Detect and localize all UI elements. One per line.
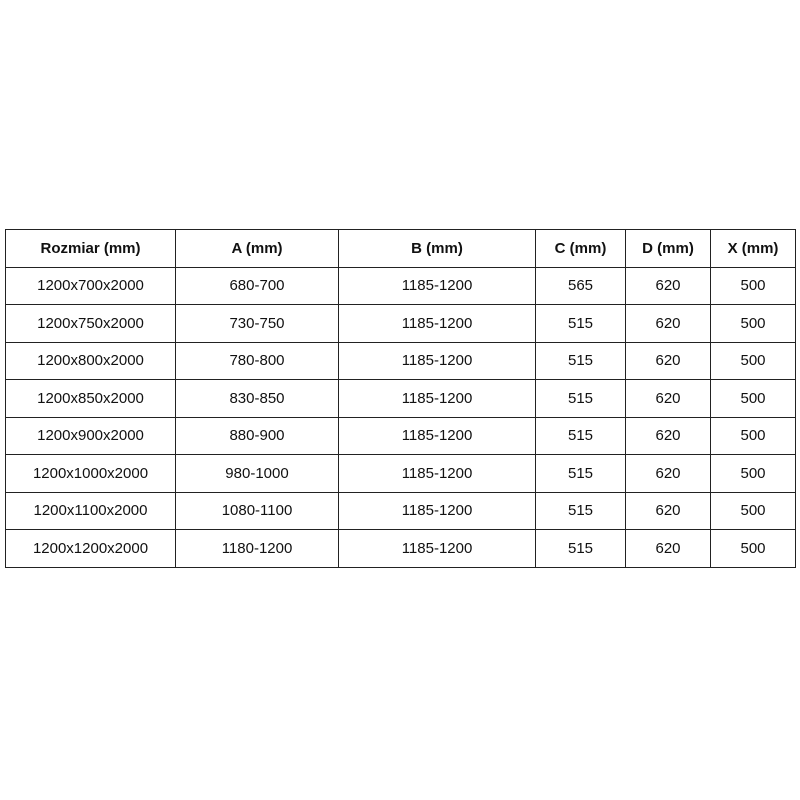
table-cell: 1185-1200	[338, 341, 536, 380]
table-row: 1200x850x2000 830-850 1185-1200 515 620 500	[5, 379, 796, 418]
table-cell: 1185-1200	[338, 266, 536, 305]
column-header: B (mm)	[338, 229, 536, 268]
table-row: 1200x750x2000 730-750 1185-1200 515 620 500	[5, 304, 796, 343]
table-row: 1200x700x2000 680-700 1185-1200 565 620 500	[5, 266, 796, 305]
table-cell: 1200x900x2000	[5, 416, 176, 455]
table-cell: 515	[535, 416, 626, 455]
table-cell: 1080-1100	[175, 491, 339, 530]
table-cell: 500	[710, 266, 796, 305]
table-cell: 730-750	[175, 304, 339, 343]
table-cell: 515	[535, 379, 626, 418]
table-row: 1200x900x2000 880-900 1185-1200 515 620 500	[5, 416, 796, 455]
table-row: 1200x1000x2000 980-1000 1185-1200 515 620 500	[5, 454, 796, 493]
table-cell: 1200x1000x2000	[5, 454, 176, 493]
column-header: X (mm)	[710, 229, 796, 268]
table-cell: 1185-1200	[338, 304, 536, 343]
table-cell: 500	[710, 529, 796, 568]
table-cell: 500	[710, 341, 796, 380]
table-cell: 1180-1200	[175, 529, 339, 568]
table-row: 1200x1200x2000 1180-1200 1185-1200 515 620 50…	[5, 529, 796, 568]
table-cell: 620	[625, 491, 711, 530]
table-cell: 1200x850x2000	[5, 379, 176, 418]
table-cell: 1185-1200	[338, 491, 536, 530]
table-cell: 1185-1200	[338, 416, 536, 455]
table-cell: 1200x700x2000	[5, 266, 176, 305]
table-cell: 880-900	[175, 416, 339, 455]
table-cell: 620	[625, 416, 711, 455]
column-header: Rozmiar (mm)	[5, 229, 176, 268]
table-cell: 515	[535, 491, 626, 530]
table-cell: 1185-1200	[338, 529, 536, 568]
table-cell: 1185-1200	[338, 454, 536, 493]
table-cell: 780-800	[175, 341, 339, 380]
table-cell: 980-1000	[175, 454, 339, 493]
table-cell: 500	[710, 416, 796, 455]
header-row: Rozmiar (mm) A (mm) B (mm) C (mm) D (mm) X (m…	[5, 229, 796, 268]
table-cell: 620	[625, 529, 711, 568]
table-cell: 620	[625, 379, 711, 418]
table-cell: 1185-1200	[338, 379, 536, 418]
table-cell: 620	[625, 341, 711, 380]
column-header: C (mm)	[535, 229, 626, 268]
table-cell: 515	[535, 529, 626, 568]
table-cell: 620	[625, 304, 711, 343]
table-cell: 680-700	[175, 266, 339, 305]
table-cell: 500	[710, 304, 796, 343]
table-cell: 620	[625, 454, 711, 493]
column-header: D (mm)	[625, 229, 711, 268]
dimensions-table: Rozmiar (mm) A (mm) B (mm) C (mm) D (mm) X (m…	[5, 229, 796, 568]
column-header: A (mm)	[175, 229, 339, 268]
table-cell: 515	[535, 304, 626, 343]
table-cell: 515	[535, 454, 626, 493]
table-cell: 500	[710, 491, 796, 530]
table-cell: 1200x1100x2000	[5, 491, 176, 530]
table-cell: 830-850	[175, 379, 339, 418]
table-row: 1200x800x2000 780-800 1185-1200 515 620 500	[5, 341, 796, 380]
table-cell: 500	[710, 379, 796, 418]
table-cell: 1200x800x2000	[5, 341, 176, 380]
table-cell: 1200x1200x2000	[5, 529, 176, 568]
table-cell: 515	[535, 341, 626, 380]
table-cell: 620	[625, 266, 711, 305]
table-cell: 565	[535, 266, 626, 305]
table-row: 1200x1100x2000 1080-1100 1185-1200 515 620 50…	[5, 491, 796, 530]
table-cell: 1200x750x2000	[5, 304, 176, 343]
table-cell: 500	[710, 454, 796, 493]
